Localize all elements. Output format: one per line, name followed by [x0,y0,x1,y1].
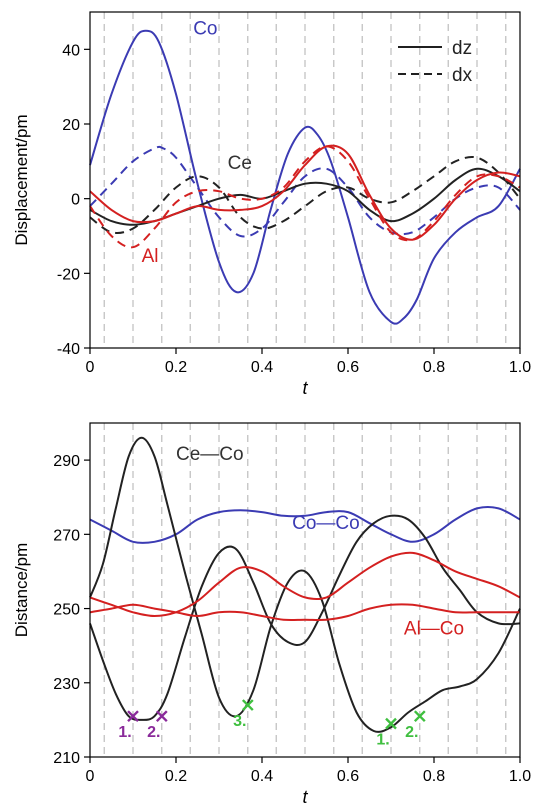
y-ticks: -40 -20 0 20 40 [57,42,90,358]
series-line [89,514,521,721]
series-annotation: Al [142,246,159,267]
y-tick-label: -40 [57,341,80,358]
x-tick-label: 1.0 [509,359,531,376]
event-marker: 1. [376,717,397,749]
marker-cross [241,699,254,711]
series-annotation: Ce—Co [176,444,244,465]
x-tick-label: 0 [86,359,95,376]
event-markers: 1. 2. 3. 1. 2. [118,699,426,749]
time-step-lines [103,12,507,348]
x-tick-label: 0.4 [251,768,273,785]
marker-cross [385,717,397,730]
x-tick-label: 0.4 [251,359,273,376]
x-tick-label: 0.6 [337,359,359,376]
x-tick-label: 1.0 [509,768,531,785]
displacement-series [89,29,521,325]
series-line [89,145,521,249]
distance-chart: 210 230 250 270 290 0 0.2 0.4 0.6 0.8 1.0 Ce—Co Co… [12,422,531,807]
series-line [89,29,521,325]
x-axis-label: t [302,787,308,807]
marker-cross [155,710,168,723]
legend-label-dz: dz [452,38,472,59]
legend-label-dx: dx [452,65,473,86]
series-labels: Ce—Co Co—Co Al—Co [176,444,464,639]
series-line [89,551,521,617]
x-tick-label: 0.8 [423,359,445,376]
plot-frame [89,11,521,349]
series-labels: Co Ce Al [142,18,252,267]
displacement-chart: -40 -20 0 20 40 0 0.2 0.4 0.6 0.8 1.0 Co Ce Al dz d… [12,11,531,398]
y-tick-label: 250 [53,602,80,619]
marker-label: 3. [233,713,246,730]
y-tick-label: 270 [53,527,80,544]
legend: dz dx [398,38,473,86]
series-line [89,145,521,238]
plot-frame [89,422,521,758]
y-tick-label: 20 [62,117,80,134]
series-annotation: Ce [228,153,252,174]
x-axis-label: t [302,378,308,398]
y-tick-label: 0 [71,192,80,209]
x-tick-label: 0.6 [337,768,359,785]
time-step-lines [103,423,507,757]
y-tick-label: 290 [53,453,80,470]
x-tick-label: 0 [86,768,95,785]
y-ticks: 210 230 250 270 290 [53,453,90,767]
series-annotation: Co [193,18,217,39]
x-tick-label: 0.2 [165,768,187,785]
series-annotation: Al—Co [404,619,464,640]
y-tick-label: 230 [53,676,80,693]
series-line [89,505,521,544]
distance-series [89,436,521,733]
marker-label: 1. [118,724,131,741]
y-tick-label: 210 [53,750,80,767]
series-line [89,436,521,733]
event-marker: 2. [147,710,168,741]
marker-label: 2. [147,724,160,741]
marker-label: 2. [405,724,418,741]
series-annotation: Co—Co [292,513,360,534]
event-marker: 2. [405,710,426,741]
marker-label: 1. [376,732,389,749]
y-axis-label: Displacement/pm [12,114,31,245]
y-tick-label: -20 [57,266,80,283]
x-ticks: 0 0.2 0.4 0.6 0.8 1.0 [86,757,531,785]
event-marker: 1. [118,710,139,741]
y-axis-label: Distance/pm [12,543,31,637]
event-marker: 3. [233,699,254,730]
series-line [89,603,520,621]
y-tick-label: 40 [62,42,80,59]
series-line [89,144,521,241]
x-tick-label: 0.8 [423,768,445,785]
x-ticks: 0 0.2 0.4 0.6 0.8 1.0 [86,348,531,376]
marker-cross [127,710,139,723]
x-tick-label: 0.2 [165,359,187,376]
marker-cross [413,710,426,723]
